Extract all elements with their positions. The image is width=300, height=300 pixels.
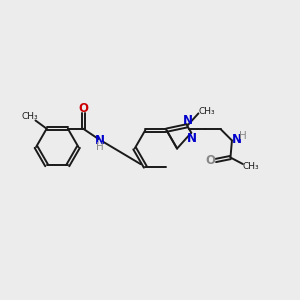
Text: O: O [206, 154, 215, 167]
Text: O: O [78, 102, 88, 115]
Text: N: N [232, 133, 242, 146]
Text: CH₃: CH₃ [22, 112, 38, 121]
Text: H: H [239, 131, 247, 141]
Text: N: N [187, 132, 197, 145]
Text: CH₃: CH₃ [198, 106, 215, 116]
Text: H: H [96, 142, 104, 152]
Text: N: N [183, 114, 193, 127]
Text: N: N [95, 134, 105, 147]
Text: CH₃: CH₃ [243, 162, 260, 171]
